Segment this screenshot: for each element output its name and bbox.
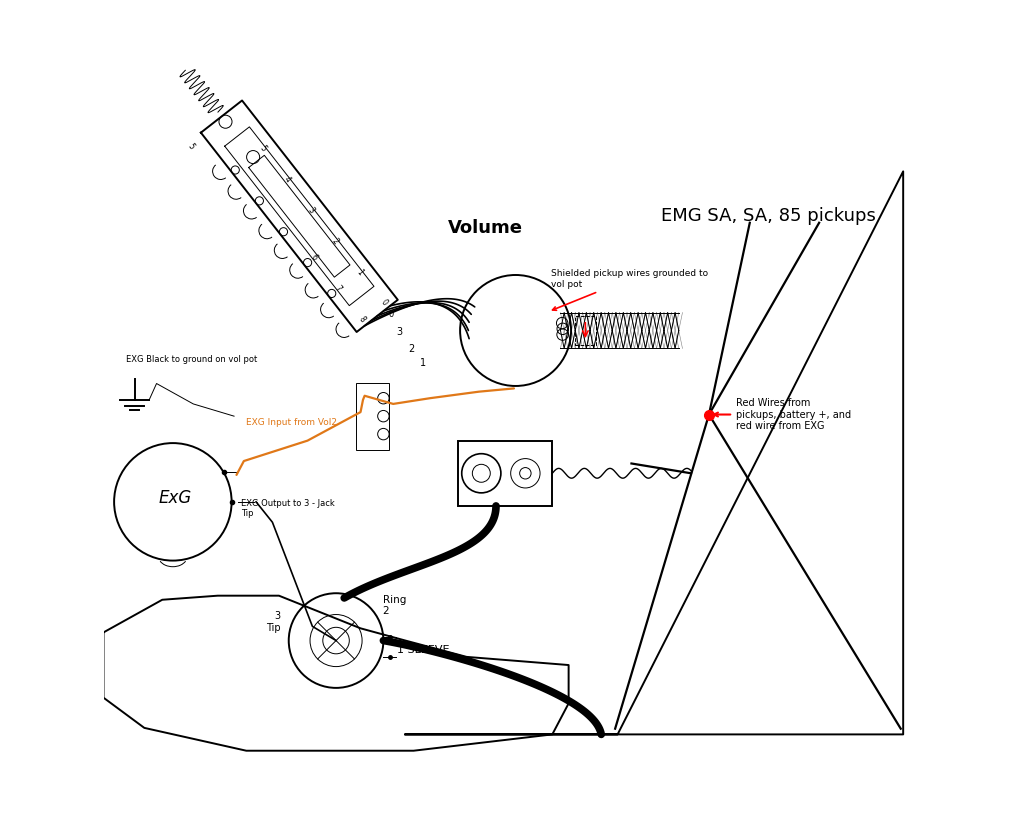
Text: 1 SLEEVE: 1 SLEEVE: [397, 645, 450, 655]
Text: 6: 6: [309, 253, 319, 263]
Bar: [356, 383, 389, 450]
Text: 0: 0: [388, 309, 394, 319]
Text: EXG Black to ground on vol pot: EXG Black to ground on vol pot: [127, 354, 258, 364]
Text: EXG Output to 3 - Jack
Tip: EXG Output to 3 - Jack Tip: [240, 499, 335, 518]
Bar: [575, 316, 595, 345]
Text: EXG Input from Vol2: EXG Input from Vol2: [247, 418, 338, 428]
Text: 2: 2: [408, 344, 414, 354]
Text: Ring
2: Ring 2: [383, 595, 406, 616]
Bar: [458, 441, 552, 506]
Text: 8: 8: [357, 315, 367, 324]
Text: Shielded pickup wires grounded to
vol pot: Shielded pickup wires grounded to vol po…: [550, 269, 708, 310]
Text: Volume: Volume: [448, 220, 523, 237]
Text: EMG SA, SA, 85 pickups: EMG SA, SA, 85 pickups: [661, 207, 876, 225]
Text: 3: 3: [306, 206, 316, 215]
Text: 5: 5: [258, 144, 268, 153]
Text: Red Wires from
pickups, battery +, and
red wire from EXG: Red Wires from pickups, battery +, and r…: [714, 398, 851, 431]
Text: 4: 4: [282, 175, 293, 184]
Text: 0: 0: [379, 298, 389, 308]
Text: ExG: ExG: [159, 489, 192, 507]
Text: 3
Tip: 3 Tip: [266, 611, 280, 632]
Text: 1: 1: [354, 267, 364, 277]
Text: 5: 5: [185, 141, 195, 151]
Text: 7: 7: [332, 284, 343, 294]
Text: 1: 1: [420, 358, 427, 368]
Text: 3: 3: [397, 327, 403, 337]
Text: 2: 2: [330, 237, 341, 246]
